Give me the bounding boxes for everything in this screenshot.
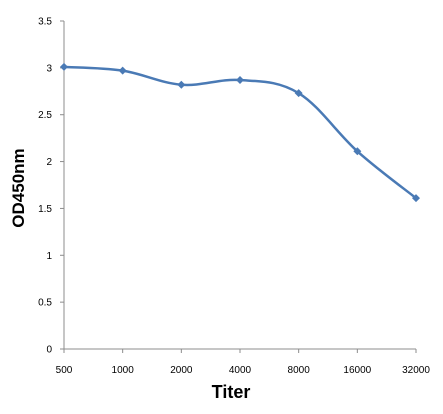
y-tick-label: 1.5 (38, 204, 52, 215)
x-tick-label: 8000 (288, 365, 311, 376)
data-point-marker (60, 62, 68, 71)
x-tick-label: 2000 (170, 365, 193, 376)
x-tick-label: 1000 (112, 365, 135, 376)
data-point-marker (236, 76, 244, 85)
y-tick-label: 3.5 (38, 17, 52, 28)
x-axis-ticks: 500 1000 2000 4000 8000 16000 32000 (56, 349, 430, 376)
data-point-marker (177, 80, 186, 89)
series-layer (60, 62, 420, 203)
data-point-marker (353, 147, 362, 156)
y-tick-label: 2 (46, 157, 52, 168)
y-tick-label: 0.5 (38, 298, 52, 309)
x-tick-label: 16000 (343, 365, 371, 376)
y-tick-label: 3 (46, 63, 52, 74)
y-tick-label: 0 (46, 345, 52, 356)
x-tick-label: 500 (56, 365, 73, 376)
data-point-marker (294, 89, 303, 98)
x-axis-title: Titer (212, 382, 251, 402)
data-point-marker (118, 66, 127, 75)
y-axis-title: OD450nm (9, 148, 28, 227)
series-line (63, 65, 417, 200)
y-axis-ticks: 0 0.5 1 1.5 2 2.5 3 3.5 (38, 17, 64, 356)
x-tick-label: 4000 (229, 365, 252, 376)
y-tick-label: 2.5 (38, 110, 52, 121)
data-point-marker (412, 194, 420, 203)
y-tick-label: 1 (46, 251, 52, 262)
x-tick-label: 32000 (402, 365, 430, 376)
